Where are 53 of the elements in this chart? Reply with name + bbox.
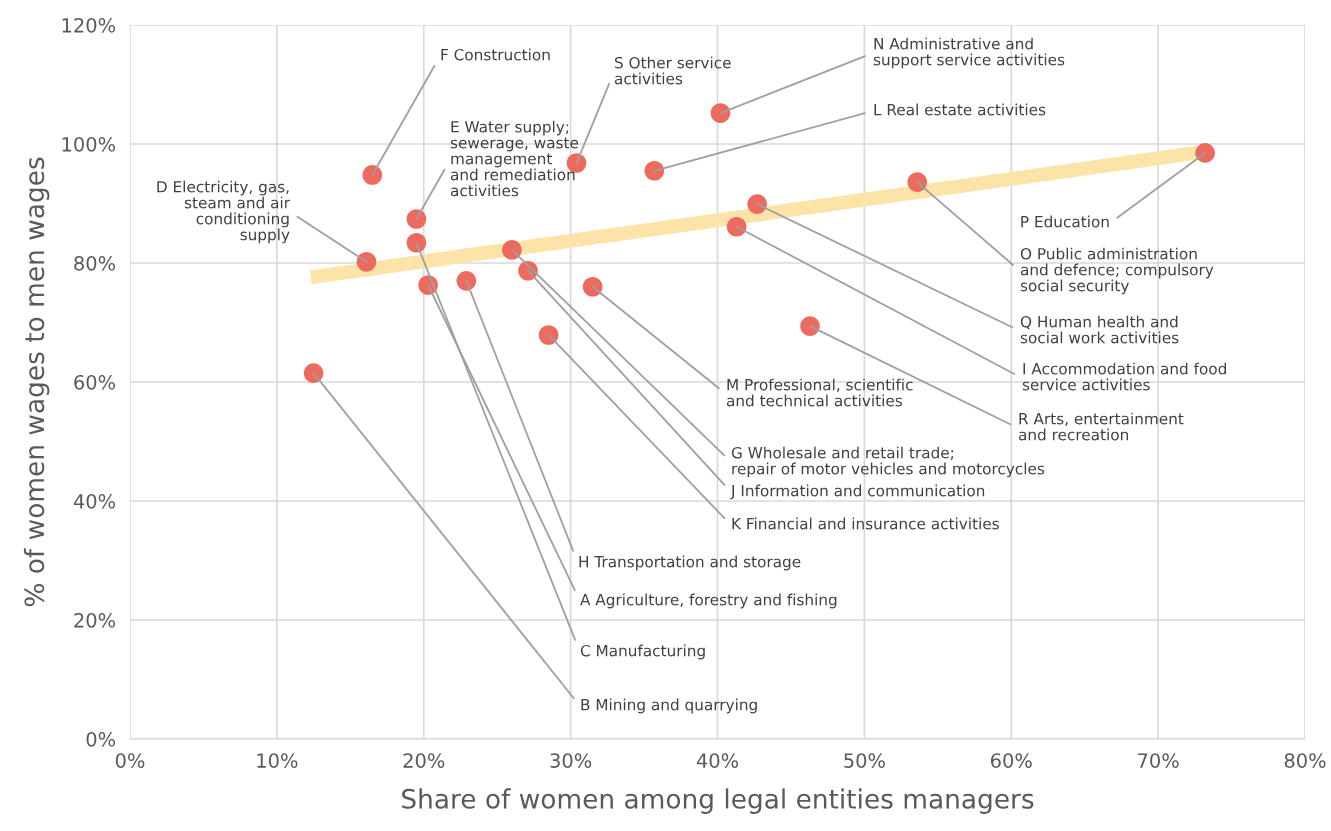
point [356, 251, 377, 272]
annotation: I Accommodation and food service activities [1022, 362, 1226, 391]
point [502, 240, 522, 260]
annotation: K Financial and insurance activities [732, 517, 999, 530]
point [303, 363, 324, 383]
x-tick-label: 70% [1138, 753, 1179, 768]
point [644, 160, 665, 181]
annotation: Q Human health and social work activities [1020, 315, 1179, 344]
annotation: P Education [1021, 215, 1109, 228]
annotation: L Real estate activities [874, 103, 1046, 116]
y-tick-label: 0% [86, 731, 116, 747]
x-tick-label: 10% [257, 753, 298, 768]
x-tick-label: 30% [550, 753, 592, 768]
annotation: F Construction [441, 48, 550, 61]
point [538, 325, 559, 345]
y-tick-label: 120% [62, 17, 116, 33]
point [1195, 143, 1215, 163]
point [800, 316, 820, 336]
annotation: H Transportation and storage [579, 555, 801, 571]
annotation: O Public administration and defence; compulsory social security [1020, 247, 1214, 295]
x-tick-label: 0% [115, 753, 145, 768]
point [710, 103, 731, 123]
point [406, 209, 427, 229]
annotation: E Water supply; sewerage, waste management and remediation activities [450, 120, 579, 197]
annotation: S Other service activities [614, 56, 731, 85]
point [406, 232, 427, 253]
y-tick-label: 60% [74, 374, 116, 390]
x-tick-label: 40% [696, 753, 739, 768]
annotation: A Agriculture, forestry and fishing [580, 593, 837, 609]
y-tick-label: 20% [74, 612, 116, 628]
x-tick-label: 60% [991, 753, 1032, 768]
annotation: R Arts, entertainment and recreation [1018, 412, 1184, 441]
x-tick-label: 50% [844, 753, 885, 768]
x-tick-label: 80% [1284, 753, 1326, 768]
point [747, 194, 767, 214]
annotation: N Administrative and support service activities [873, 37, 1065, 69]
annotation: D Electricity, gas, steam and air conditioning supply [157, 180, 290, 244]
annotation: J Information and communication [730, 484, 985, 500]
point [582, 276, 603, 297]
y-tick-label: 80% [74, 255, 116, 271]
point [726, 216, 747, 237]
y-tick-label: 100% [62, 136, 116, 152]
x-tick-label: 20% [403, 753, 445, 768]
y-tick-label: 40% [73, 493, 116, 509]
x-axis-title: Share of women among legal entities managers [402, 788, 1034, 814]
annotation: B Mining and quarrying [581, 698, 757, 714]
point [362, 165, 383, 185]
point [456, 271, 477, 291]
point [907, 172, 928, 192]
annotation: M Professional, scientific and technical activities [726, 378, 913, 407]
y-axis-title: % of women wages to men wages [23, 157, 50, 607]
annotation: G Wholesale and retail trade; repair of motor vehicles and motorcycles [731, 446, 1045, 478]
annotation: C Manufacturing [580, 644, 705, 660]
